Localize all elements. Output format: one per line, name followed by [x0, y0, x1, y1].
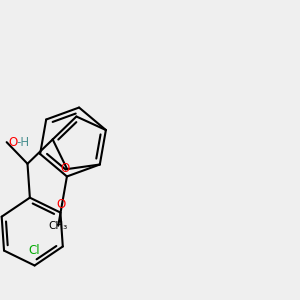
Text: Cl: Cl [29, 244, 40, 257]
Text: -H: -H [16, 136, 30, 149]
Text: CH₃: CH₃ [49, 221, 68, 231]
Text: O: O [56, 197, 66, 211]
Text: O: O [9, 136, 18, 149]
Text: O: O [61, 162, 70, 175]
